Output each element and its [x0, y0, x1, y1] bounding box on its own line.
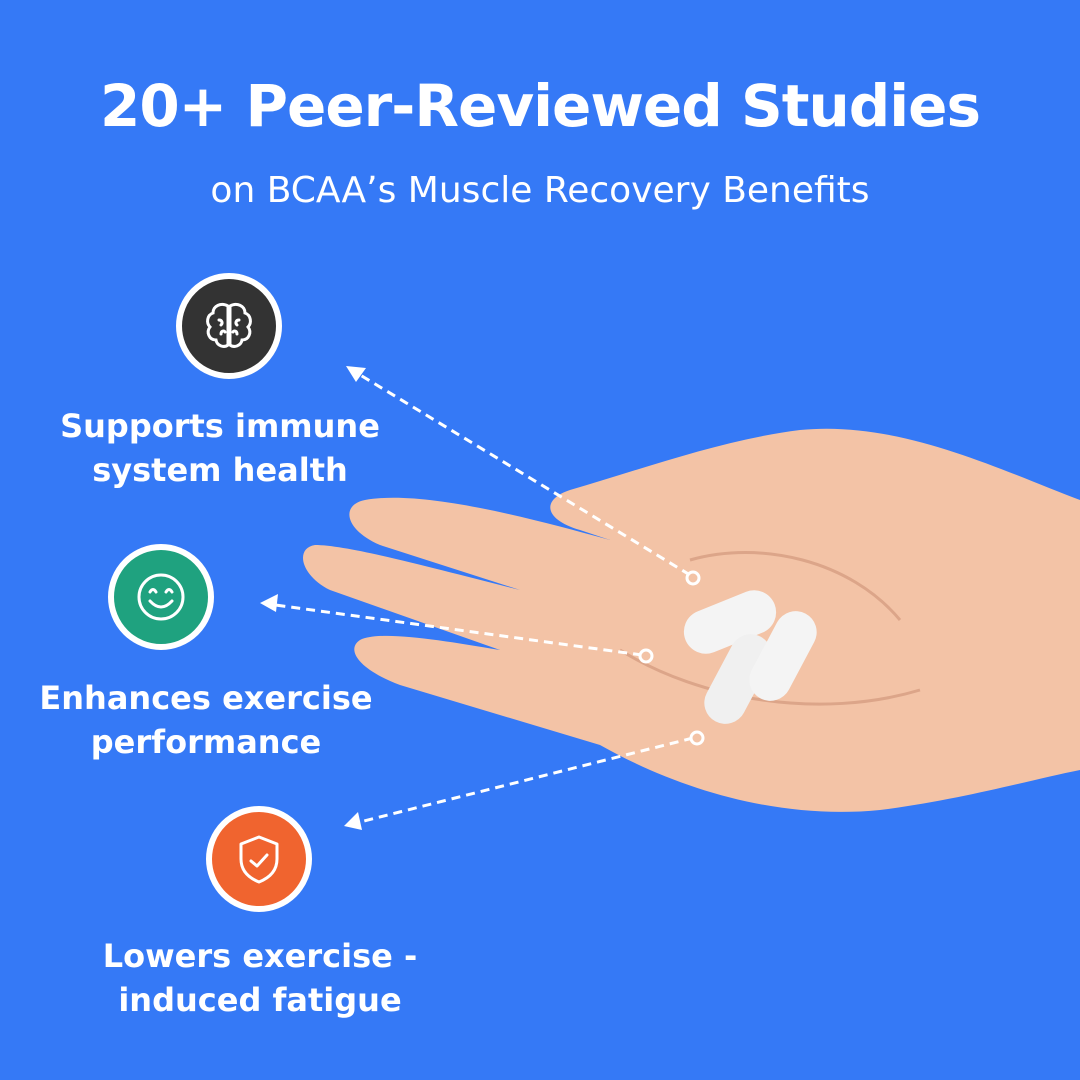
arrowhead-icon [344, 812, 362, 830]
benefit-performance: Enhances exercise performance [0, 676, 416, 764]
arrowhead-icon [260, 594, 278, 612]
brain-badge [176, 273, 282, 379]
smiley-icon [137, 573, 185, 621]
pointer-dot [685, 570, 701, 586]
benefit-line: Lowers exercise - [102, 937, 418, 975]
pointer-dot [638, 648, 654, 664]
pointer-line-performance [267, 602, 643, 657]
pills [683, 590, 817, 724]
benefit-line: system health [92, 451, 348, 489]
benefit-fatigue: Lowers exercise - induced fatigue [50, 934, 470, 1022]
brain-icon [206, 302, 252, 348]
smiley-badge [108, 544, 214, 650]
benefit-immune: Supports immune system health [10, 404, 430, 492]
subheadline: on BCAA’s Muscle Recovery Benefits [210, 170, 870, 211]
headline: 20+ Peer-Reviewed Studies [99, 72, 981, 140]
shield-check-icon [239, 835, 279, 884]
pointer-dot [689, 730, 705, 746]
benefit-line: Enhances exercise [39, 679, 373, 717]
shield-badge [206, 806, 312, 912]
pointer-lines [267, 368, 694, 826]
pointer-line-fatigue [351, 736, 694, 826]
benefit-line: performance [90, 723, 322, 761]
benefit-line: Supports immune [60, 407, 380, 445]
benefit-line: induced fatigue [118, 981, 402, 1019]
pointer-line-immune [351, 368, 691, 577]
arrowhead-icon [346, 366, 366, 382]
